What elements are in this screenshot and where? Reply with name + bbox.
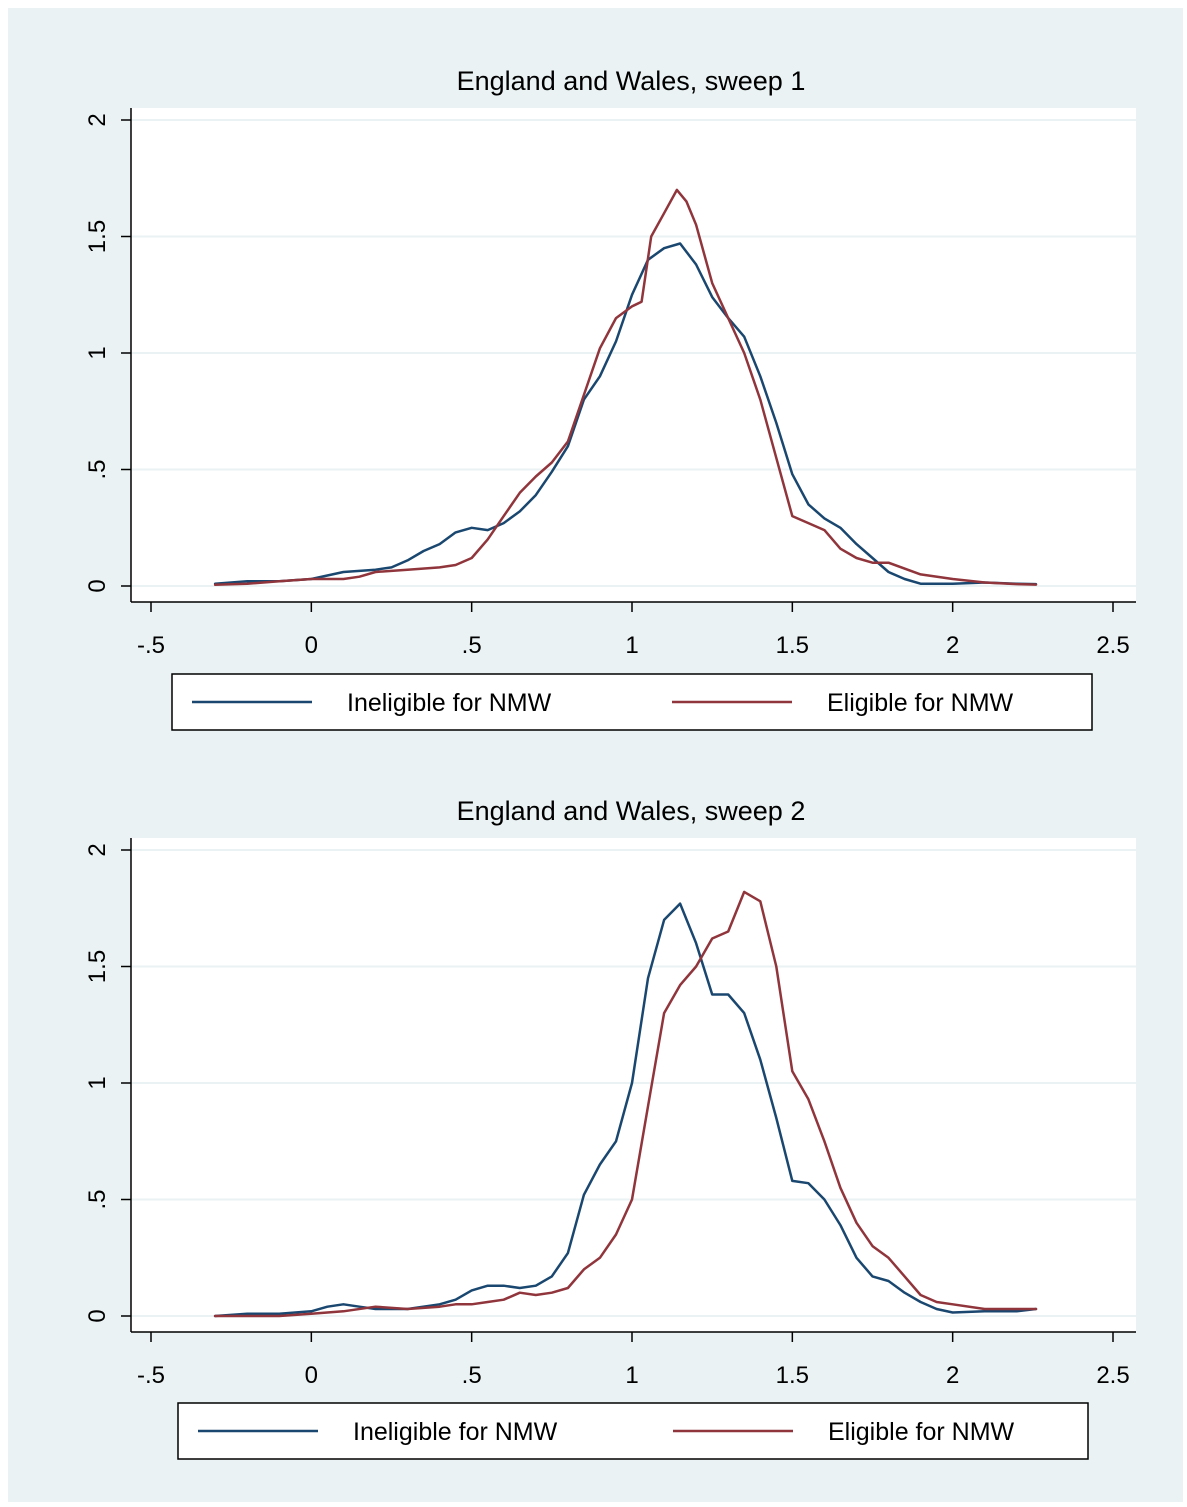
chart-panel-sweep-2: 0 .5 1 1.5 2 -.5 0 .5 1 1.5 2 2.5 England and Wales,… [84,796,1136,1460]
x-tick-label: 2.5 [1096,1362,1129,1389]
y-tick-label: 1.5 [84,950,111,983]
x-tick-label: 1 [625,632,638,659]
figure-background: 0.5 1 1.5 2 -.5 0.5 1 1.5 2 2.5 England and Wales,… [8,8,1183,1502]
legend-box [171,673,1093,731]
legend-box [177,1402,1089,1460]
chart-title: England and Wales, sweep 1 [457,66,806,96]
y-tick-label: 2 [84,843,111,856]
x-tick-label: .5 [462,1362,482,1389]
y-tick-label: 1.5 [84,220,111,253]
x-tick-label: .5 [462,632,482,659]
x-tick-label: 0 [305,1362,318,1389]
series-line-eligible [213,188,1038,587]
y-tick-label: .5 [84,1189,111,1209]
x-tick-label: 1.5 [776,632,809,659]
plot-area [131,838,1136,1332]
x-tick-label: 2 [946,1362,959,1389]
y-tick-label: 0 [84,579,111,592]
legend-label: Ineligible for NMW [347,689,552,717]
legend-label: Eligible for NMW [828,1418,1015,1446]
x-tick-label: 2 [946,632,959,659]
x-tick-label: 2.5 [1096,632,1129,659]
x-tick-label: -.5 [137,1362,165,1389]
y-tick-label: 1 [84,1076,111,1089]
legend-label: Ineligible for NMW [353,1418,558,1446]
chart-panel-sweep-1: 0 .5 1 1.5 2 -.5 0 .5 1 1.5 2 2.5 England and Wales,… [84,66,1136,731]
x-tick-label: 1 [625,1362,638,1389]
y-tick-label: 0 [84,1309,111,1322]
y-tick-label: 1 [84,346,111,359]
x-tick-label: -.5 [137,632,165,659]
y-tick-label: 2 [84,113,111,126]
x-tick-label: 0 [305,632,318,659]
y-tick-label: .5 [84,459,111,479]
plot-area [131,108,1136,602]
legend-label: Eligible for NMW [827,689,1014,717]
series-line-ineligible [213,902,1038,1318]
x-tick-label: 1.5 [776,1362,809,1389]
series-line-ineligible [213,242,1038,586]
chart-title: England and Wales, sweep 2 [457,796,806,826]
series-line-eligible [213,890,1038,1318]
